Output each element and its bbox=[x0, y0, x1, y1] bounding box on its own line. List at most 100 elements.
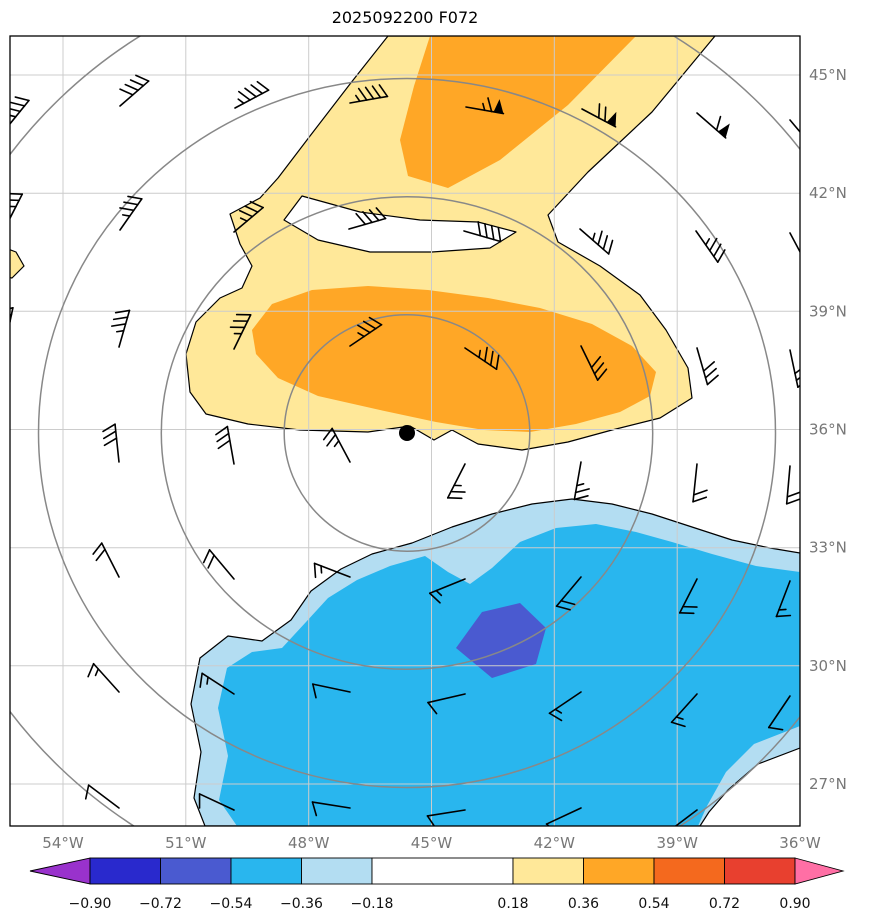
lat-tick-label: 30°N bbox=[809, 657, 847, 675]
colorbar-tick-label: −0.54 bbox=[210, 896, 253, 912]
wind-barb bbox=[696, 112, 730, 139]
wind-barb bbox=[198, 793, 235, 811]
colorbar-tick-labels: −0.90 −0.72 −0.54 −0.36 −0.18 0.18 0.36 0.54 0.7… bbox=[69, 896, 811, 912]
contour-region-positive-interior-gap bbox=[283, 195, 517, 253]
contour-region-positive-inner-band bbox=[400, 36, 636, 188]
contour-region-positive-inner-blob bbox=[252, 286, 656, 432]
wind-barb bbox=[789, 232, 800, 254]
wind-barb bbox=[233, 200, 264, 233]
wind-barb bbox=[463, 221, 502, 243]
lon-tick-label: 39°W bbox=[656, 834, 698, 852]
wind-barb bbox=[229, 313, 252, 350]
wind-barb bbox=[696, 347, 719, 386]
colorbar-tick-label: 0.54 bbox=[638, 896, 669, 912]
wind-barb bbox=[119, 74, 150, 107]
barb-pennant bbox=[606, 111, 617, 127]
lon-tick-label: 51°W bbox=[165, 834, 207, 852]
wind-barb bbox=[202, 549, 235, 580]
colorbar-over-arrow bbox=[794, 857, 845, 885]
wind-barb bbox=[428, 578, 466, 604]
lat-tick-label: 36°N bbox=[809, 421, 847, 439]
colorbar-tick-label: −0.18 bbox=[351, 896, 394, 912]
wind-barb bbox=[670, 693, 698, 728]
lat-tick-label: 27°N bbox=[809, 775, 847, 793]
colorbar-tick-label: −0.72 bbox=[139, 896, 182, 912]
contour-fill-regions bbox=[10, 36, 800, 826]
lon-tick-label: 36°W bbox=[779, 834, 821, 852]
wind-barb bbox=[674, 809, 698, 826]
wind-barb bbox=[311, 801, 351, 817]
colorbar-segment bbox=[230, 857, 302, 885]
plot-frame bbox=[9, 35, 801, 827]
wind-barb bbox=[92, 542, 120, 578]
wind-barb bbox=[555, 576, 582, 611]
lat-tick-label: 45°N bbox=[809, 66, 847, 84]
lat-tick-label: 42°N bbox=[809, 184, 847, 202]
contour-region-negative-mid bbox=[218, 524, 800, 826]
colorbar-segment bbox=[583, 857, 655, 885]
wind-barb bbox=[548, 691, 582, 722]
wind-barb bbox=[119, 195, 143, 231]
wind-barb bbox=[573, 461, 590, 501]
wind-barb bbox=[215, 425, 235, 465]
colorbar-tick-label: −0.90 bbox=[69, 896, 112, 912]
range-ring bbox=[283, 314, 531, 552]
wind-barb bbox=[10, 96, 30, 126]
wind-barb bbox=[579, 228, 614, 255]
wind-barb bbox=[678, 578, 698, 615]
range-ring bbox=[160, 195, 654, 671]
colorbar-segment bbox=[653, 857, 725, 885]
wind-barbs bbox=[0, 74, 800, 826]
wind-barb bbox=[692, 463, 708, 503]
wind-barb bbox=[349, 84, 389, 104]
lat-tick-label: 33°N bbox=[809, 539, 847, 557]
colorbar-segment bbox=[160, 857, 232, 885]
wind-barb bbox=[427, 693, 466, 715]
latitude-tick-labels: 45°N 42°N 39°N 36°N 33°N 30°N 27°N bbox=[809, 66, 847, 793]
barb-pennant bbox=[718, 123, 730, 138]
colorbar-segment bbox=[89, 857, 161, 885]
wind-barb bbox=[446, 463, 466, 500]
range-ring bbox=[37, 77, 777, 789]
barb-pennant bbox=[493, 99, 504, 114]
wind-barb bbox=[464, 346, 500, 371]
colorbar-segment bbox=[512, 857, 584, 885]
longitude-tick-labels: 54°W 51°W 48°W 45°W 42°W 39°W 36°W bbox=[42, 834, 821, 852]
wind-barb bbox=[348, 207, 387, 230]
wind-barb bbox=[0, 539, 5, 575]
contour-region-positive-left-edge-patch bbox=[10, 249, 25, 279]
wind-barb bbox=[465, 97, 505, 115]
wind-barb bbox=[785, 465, 800, 505]
wind-barb bbox=[0, 658, 5, 690]
lon-tick-label: 45°W bbox=[411, 834, 453, 852]
colorbar-segment bbox=[724, 857, 796, 885]
wind-barb bbox=[312, 683, 351, 699]
wind-barb bbox=[10, 307, 14, 326]
wind-barb bbox=[580, 345, 608, 381]
wind-barb bbox=[322, 427, 351, 463]
colorbar-segment bbox=[371, 857, 514, 885]
lon-tick-label: 42°W bbox=[534, 834, 576, 852]
wind-barb bbox=[349, 316, 383, 347]
colorbar: −0.90 −0.72 −0.54 −0.36 −0.18 0.18 0.36 0.54 0.7… bbox=[29, 857, 845, 912]
storm-center-marker bbox=[399, 425, 415, 441]
colorbar-tick-label: 0.18 bbox=[497, 896, 528, 912]
wind-barb bbox=[313, 562, 351, 579]
wind-barb bbox=[789, 119, 800, 134]
colorbar-tick-label: 0.90 bbox=[779, 896, 810, 912]
wind-barb bbox=[695, 230, 726, 263]
wind-barb bbox=[581, 103, 617, 128]
lat-tick-label: 39°N bbox=[809, 302, 847, 320]
wind-barb bbox=[775, 580, 792, 618]
colorbar-tick-label: 0.36 bbox=[568, 896, 599, 912]
wind-barb bbox=[10, 192, 24, 220]
chart-title: 2025092200 F072 bbox=[331, 8, 479, 27]
graticule bbox=[10, 36, 800, 826]
colorbar-under-arrow bbox=[29, 857, 91, 885]
wind-barb bbox=[84, 784, 120, 809]
lon-tick-label: 54°W bbox=[42, 834, 84, 852]
colorbar-segment bbox=[301, 857, 373, 885]
